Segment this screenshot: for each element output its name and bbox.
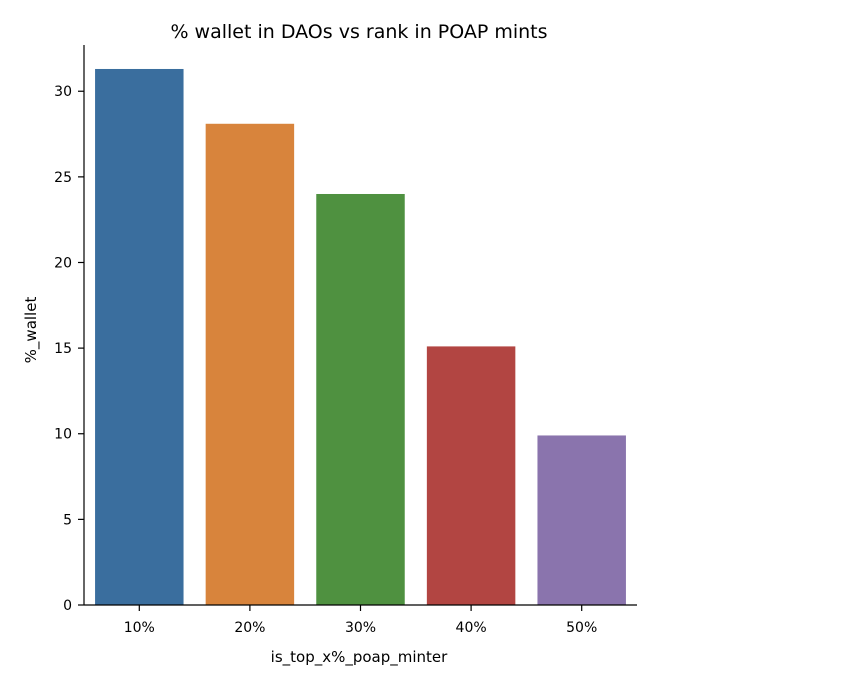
x-tick-label: 40% [456, 620, 487, 636]
y-tick-label: 30 [54, 84, 72, 100]
bar-20pct [205, 123, 295, 605]
bars-group [95, 68, 626, 606]
x-tick-label: 30% [345, 620, 376, 636]
bar-40pct [426, 346, 516, 605]
y-tick-label: 15 [54, 341, 72, 357]
bar-30pct [316, 193, 405, 605]
chart-title: % wallet in DAOs vs rank in POAP mints [170, 21, 547, 43]
bar-10pct [95, 68, 184, 606]
x-axis-label: is_top_x%_poap_minter [271, 648, 449, 667]
y-axis-ticks: 0 5 10 15 20 25 30 [54, 84, 84, 614]
y-tick-label: 20 [54, 255, 72, 271]
y-tick-label: 25 [54, 170, 72, 186]
bar-50pct [537, 435, 626, 605]
x-tick-label: 20% [234, 620, 265, 636]
y-axis-label: %_wallet [22, 297, 41, 364]
x-axis-ticks: 10% 20% 30% 40% 50% [124, 605, 597, 636]
x-tick-label: 10% [124, 620, 155, 636]
y-tick-label: 5 [63, 512, 72, 528]
y-tick-label: 0 [63, 598, 72, 614]
y-tick-label: 10 [54, 427, 72, 443]
x-tick-label: 50% [566, 620, 597, 636]
